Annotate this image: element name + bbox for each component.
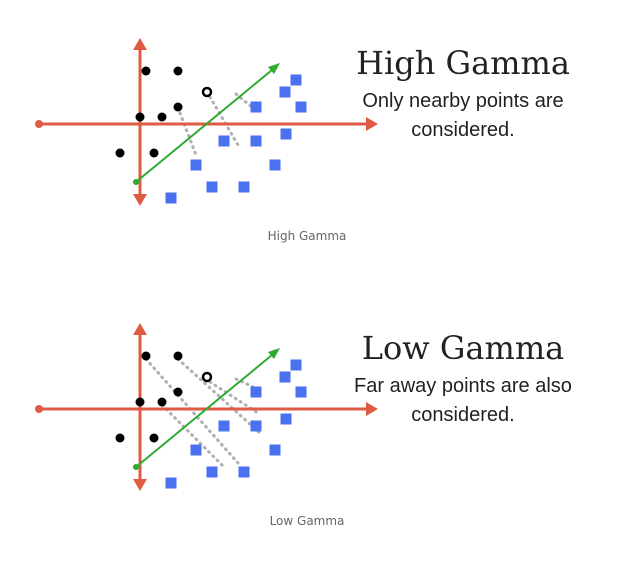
boundary-arrowhead [268, 63, 280, 74]
class-a-point [135, 112, 145, 122]
class-b-point [250, 101, 262, 113]
dotted-distance-line [144, 357, 240, 465]
y-axis-arrowhead-bottom [133, 194, 147, 206]
class-b-point [206, 466, 218, 478]
low-gamma-diagram [35, 323, 378, 491]
panel-caption: Low Gamma [269, 514, 345, 528]
panel-description: Only nearby points are considered. [362, 90, 564, 141]
class-a-point [115, 433, 125, 443]
class-a-point [115, 148, 125, 158]
dotted-distance-line [176, 357, 264, 437]
class-b-point [295, 386, 307, 398]
x-axis-origin-dot [35, 120, 43, 128]
x-axis-arrowhead [366, 402, 378, 416]
class-a-point [141, 66, 151, 76]
class-a-point [173, 66, 183, 76]
class-b-point [290, 74, 302, 86]
decision-boundary-line [135, 69, 273, 183]
dotted-distance-line [178, 111, 198, 157]
support-vector-point [201, 86, 213, 98]
x-axis-arrowhead [366, 117, 378, 131]
class-b-point [218, 135, 230, 147]
class-b-point [218, 420, 230, 432]
class-b-point [165, 477, 177, 489]
panel-title: Low Gamma [361, 329, 565, 367]
boundary-start-dot [133, 464, 139, 470]
class-a-point [157, 397, 167, 407]
class-a-point [173, 351, 183, 361]
boundary-start-dot [133, 179, 139, 185]
class-b-point [238, 466, 250, 478]
support-vector-point [201, 371, 213, 383]
class-a-point [173, 102, 183, 112]
class-b-point [190, 159, 202, 171]
class-b-point [290, 359, 302, 371]
decision-boundary-line [135, 354, 273, 468]
x-axis-origin-dot [35, 405, 43, 413]
class-b-point [269, 444, 281, 456]
panel-description: Far away points are also considered. [354, 375, 572, 426]
class-a-point [149, 433, 159, 443]
class-b-point [279, 86, 291, 98]
class-a-point [157, 112, 167, 122]
low-gamma-panel: Low Gamma Far away points are also consi… [0, 285, 624, 563]
high-gamma-diagram [35, 38, 378, 206]
boundary-arrowhead [268, 348, 280, 359]
class-b-point [165, 192, 177, 204]
class-b-point [280, 128, 292, 140]
y-axis-arrowhead-top [133, 323, 147, 335]
class-b-point [250, 386, 262, 398]
high-gamma-panel: High Gamma Only nearby points are consid… [0, 0, 624, 278]
panel-caption: High Gamma [267, 229, 347, 243]
class-b-point [295, 101, 307, 113]
dotted-distance-line [160, 403, 226, 469]
class-b-point [280, 413, 292, 425]
class-a-point [135, 397, 145, 407]
class-b-point [250, 135, 262, 147]
class-b-point [238, 181, 250, 193]
class-b-point [250, 420, 262, 432]
class-b-point [206, 181, 218, 193]
y-axis-arrowhead-top [133, 38, 147, 50]
class-a-point [149, 148, 159, 158]
class-a-point [141, 351, 151, 361]
panel-title: High Gamma [356, 44, 570, 82]
class-b-point [269, 159, 281, 171]
class-b-point [190, 444, 202, 456]
class-a-point [173, 387, 183, 397]
class-b-point [279, 371, 291, 383]
y-axis-arrowhead-bottom [133, 479, 147, 491]
